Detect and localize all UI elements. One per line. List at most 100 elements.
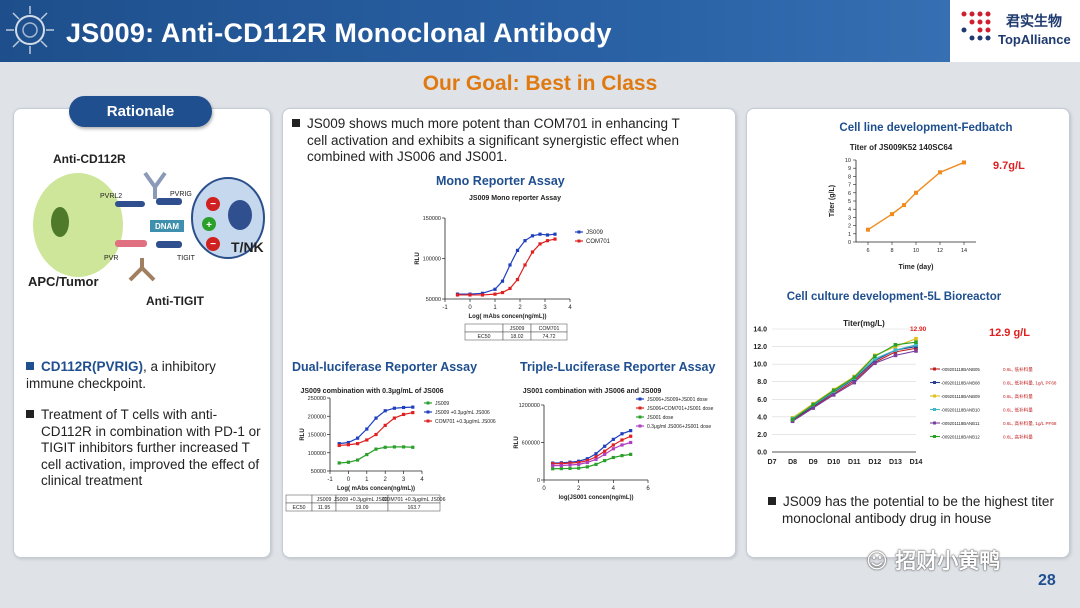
y-axis-label: RLU [300, 428, 306, 440]
y-tick-label: 1 [848, 232, 851, 238]
cd112r-bold-text: CD112R(PVRIG) [41, 359, 144, 374]
data-point [545, 233, 550, 237]
data-point [523, 239, 527, 243]
data-point [831, 388, 836, 393]
series-line-3 [552, 441, 631, 467]
svg-text:−: − [210, 239, 216, 250]
data-point [365, 438, 369, 442]
y-tick-label: 100000 [308, 451, 326, 457]
table-header-text: JS009 [317, 497, 332, 503]
data-point [392, 416, 396, 420]
logo-chinese-name: 君实生物 [1006, 14, 1062, 30]
minus-circle-icon-2 [206, 237, 220, 251]
x-tick-label: 4 [568, 305, 572, 311]
legend-note: 0.6L, 低补料量 [1003, 407, 1033, 414]
fedbatch-chart: Cell line development-Fedbatch Titer of J… [829, 122, 1025, 271]
x-tick-label: D11 [848, 459, 861, 466]
data-point [530, 250, 535, 254]
table-header-text: COM701 [539, 326, 560, 332]
legend-label: JS009 [586, 230, 604, 236]
legend-marker [933, 435, 936, 438]
data-point [383, 409, 387, 413]
slide-header: JS009: Anti-CD112R Monoclonal Antibody [0, 0, 1080, 62]
legend-note: 0.6L, 低补料量, 1g/L PF68 [1003, 380, 1057, 387]
data-point [538, 242, 542, 246]
y-tick-label: 10 [845, 158, 851, 164]
y-tick-label: 6.0 [757, 397, 767, 404]
data-point [629, 452, 633, 456]
titer-bullet: JS009 has the potential to be the highes… [768, 494, 1064, 527]
data-point [493, 287, 497, 291]
data-point [568, 466, 572, 471]
peak-label: 12.90 [910, 326, 927, 333]
x-tick-label: 12 [937, 248, 943, 254]
legend-marker [933, 394, 936, 398]
data-point [594, 457, 598, 461]
y-tick-label: 8 [848, 174, 851, 180]
data-point [402, 445, 406, 449]
data-point [611, 437, 615, 441]
x-tick-label: 6 [646, 486, 650, 492]
y-tick-label: 150000 [423, 216, 441, 222]
mono-assay-heading: Mono Reporter Assay [436, 174, 565, 188]
data-point [515, 277, 520, 282]
x-tick-label: 10 [913, 248, 919, 254]
potency-bullet: JS009 shows much more potent than COM701… [292, 116, 692, 166]
data-point [577, 462, 581, 466]
table-header-text: COM701 +0.3μg/mL JS006 [383, 497, 446, 503]
tnk-label: T/NK [231, 239, 264, 255]
data-point [629, 440, 633, 445]
data-point [356, 442, 360, 446]
x-axis-label: Time (day) [899, 264, 934, 271]
pvrl2-receptor-shape [115, 201, 145, 207]
legend-marker [638, 424, 642, 428]
legend-label: COM701 +0.3μg/mL JS006 [435, 419, 496, 425]
slide-title: JS009: Anti-CD112R Monoclonal Antibody [66, 18, 612, 48]
legend-note: 0.6L, 高补料量 [1003, 393, 1033, 400]
y-tick-label: 100000 [423, 257, 441, 263]
legend-label: JS009 +0.3μg/mL JS006 [435, 410, 490, 416]
apc-tumor-label: APC/Tumor [28, 274, 99, 289]
y-tick-label: 2.0 [757, 432, 767, 439]
chart-title: JS009 combination with 0.3μg/mL of JS006 [300, 388, 443, 395]
data-point [611, 447, 615, 451]
data-point [411, 411, 415, 415]
data-point [402, 412, 406, 417]
y-tick-label: 50000 [311, 469, 326, 475]
data-point [594, 462, 598, 466]
data-point [500, 279, 505, 283]
data-point [914, 336, 918, 341]
y-tick-label: 150000 [308, 433, 326, 439]
triple-luciferase-chart: JS001 combination with JS006 and JS009 0 2… [514, 388, 714, 501]
plus-circle-icon [202, 217, 216, 231]
table-cell-text: EC50 [478, 334, 491, 340]
legend-marker [638, 415, 642, 419]
y-axis-label: Titer (g/L) [829, 185, 836, 217]
data-point [515, 248, 520, 252]
x-tick-label: D9 [809, 459, 818, 466]
table-cell-text: EC50 [293, 505, 306, 511]
data-point [577, 460, 581, 465]
x-tick-label: 3 [543, 305, 547, 311]
y-tick-label: 12.0 [753, 344, 767, 351]
data-point [629, 434, 633, 438]
y-tick-label: 10.0 [753, 362, 767, 369]
y-tick-label: 1200000 [519, 403, 540, 409]
x-tick-label: 2 [577, 486, 581, 492]
data-point [962, 160, 966, 165]
chart-title: Cell line development-Fedbatch [839, 122, 1012, 134]
potency-bullet-text: JS009 shows much more potent than COM701… [307, 116, 680, 164]
data-point [553, 237, 557, 241]
chart-title: JS009 Mono reporter Assay [469, 195, 561, 202]
data-point [585, 465, 589, 469]
data-point [337, 443, 341, 448]
data-point [480, 293, 485, 297]
chart-subtitle: Titer(mg/L) [843, 319, 885, 328]
x-tick-label: D10 [827, 459, 840, 466]
x-tick-label: D14 [910, 459, 923, 466]
logo-english-name: TopAlliance [998, 32, 1071, 47]
y-tick-label: 250000 [308, 396, 326, 402]
data-point [873, 357, 877, 361]
data-point [629, 429, 633, 433]
legend-marker [933, 381, 936, 384]
